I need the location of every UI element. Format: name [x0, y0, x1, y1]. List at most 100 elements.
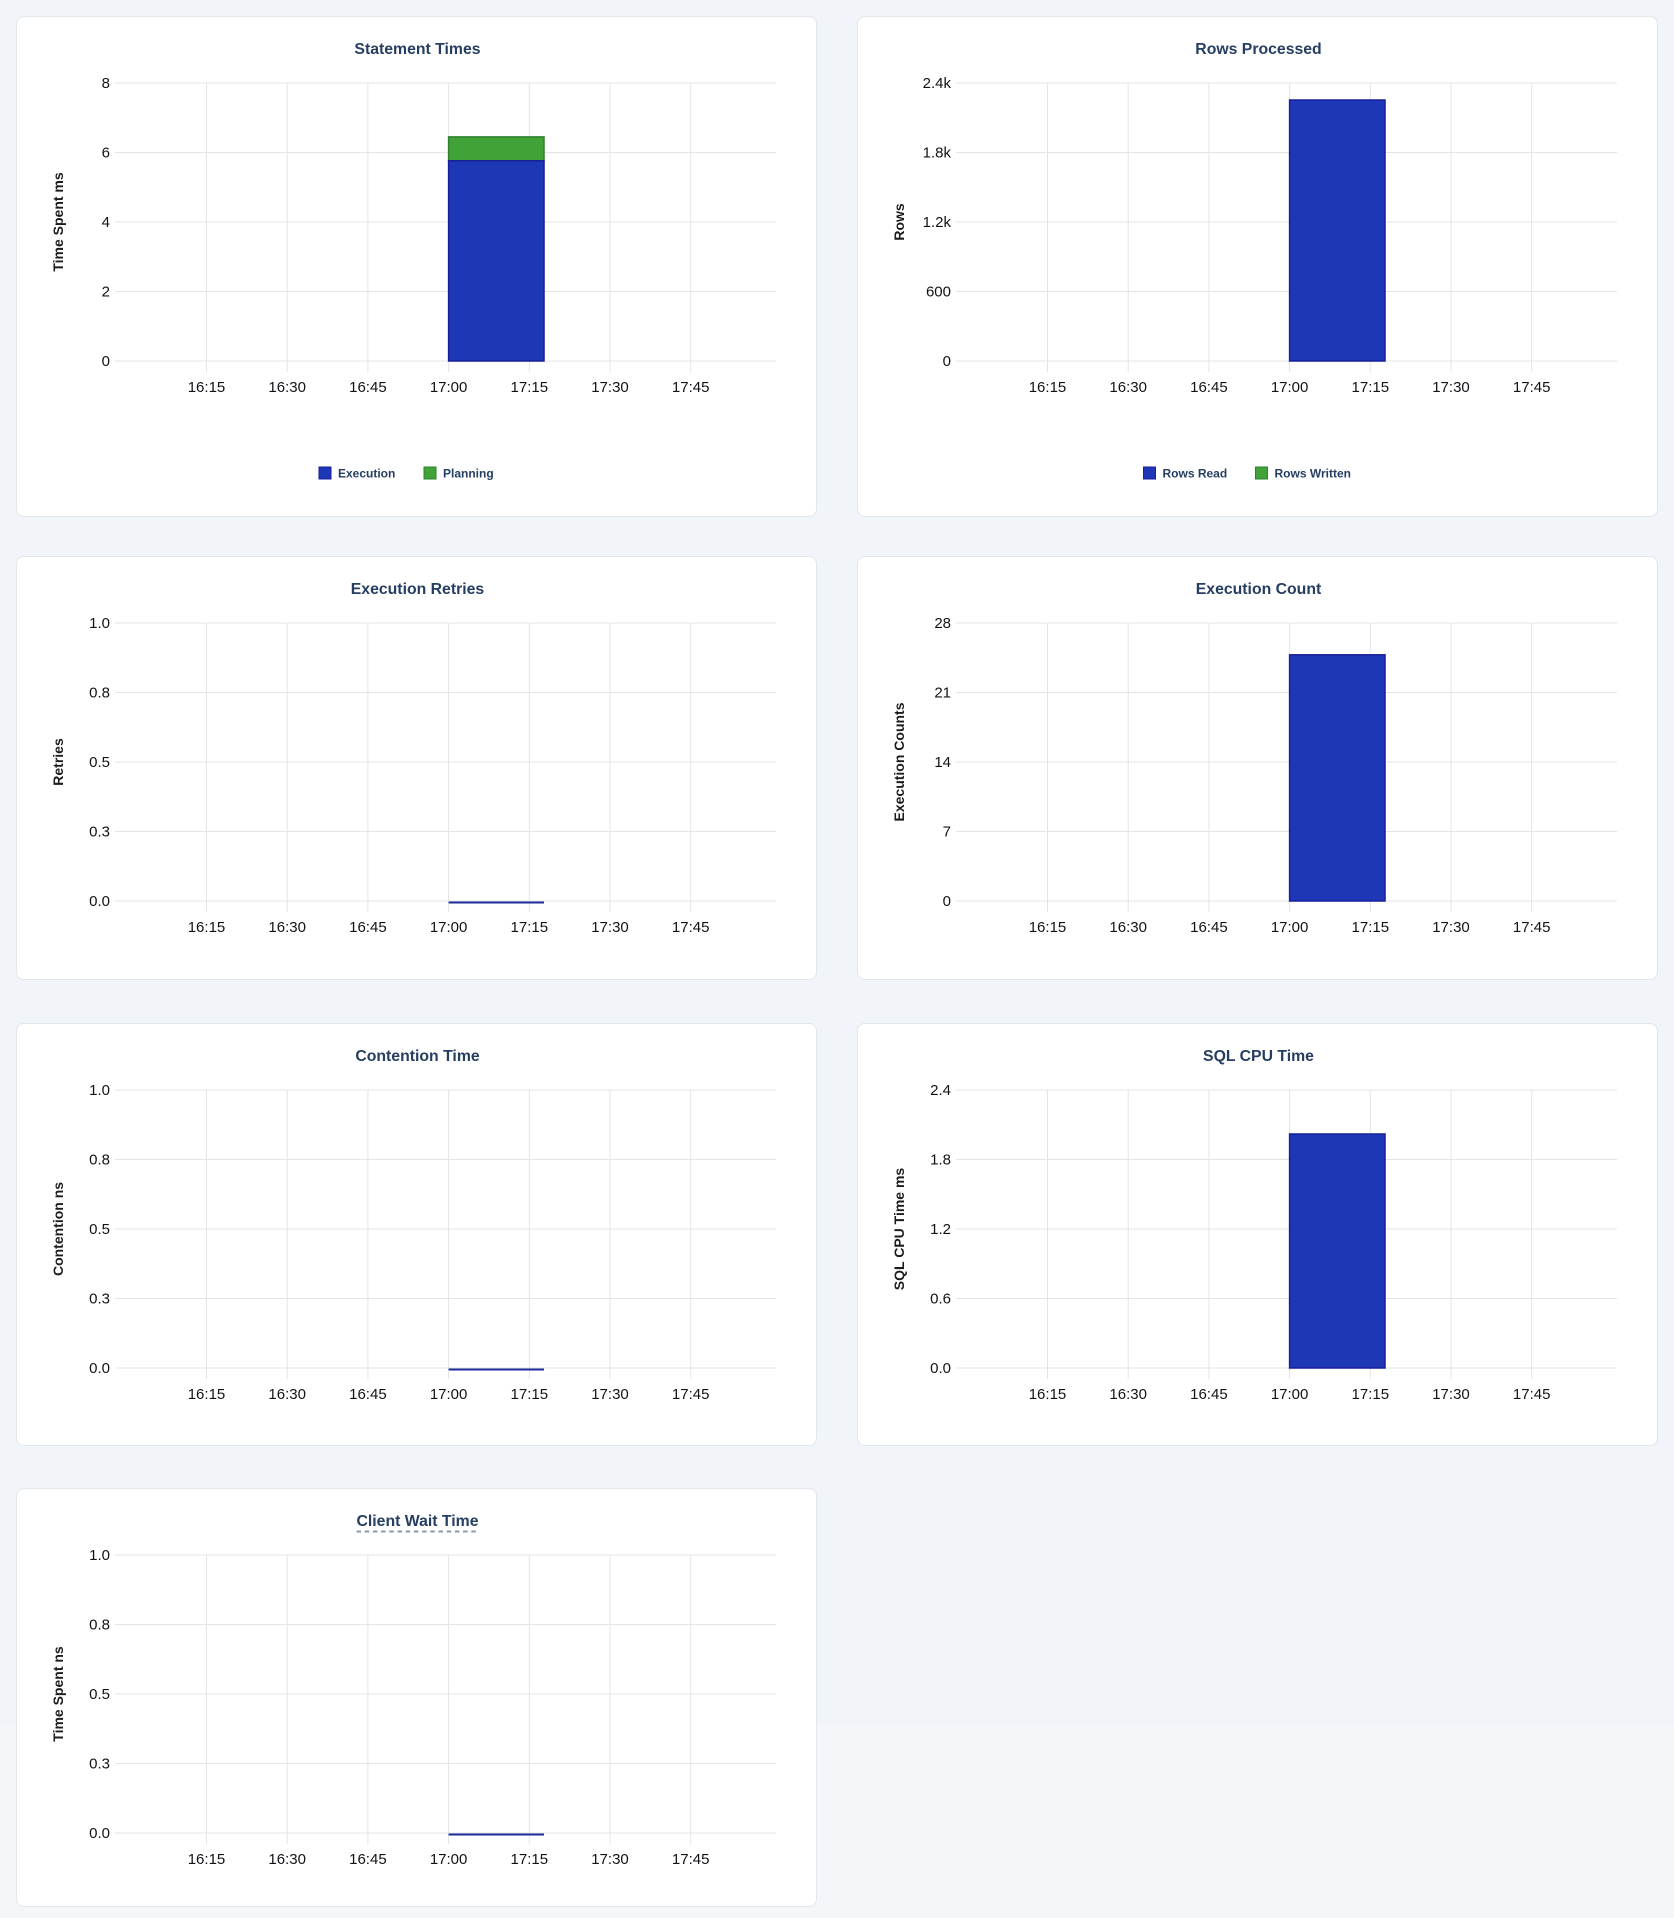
svg-text:1.0: 1.0 — [89, 615, 110, 632]
svg-text:1.2: 1.2 — [930, 1221, 951, 1238]
svg-text:17:15: 17:15 — [1352, 1386, 1390, 1403]
svg-text:16:30: 16:30 — [1109, 1386, 1147, 1403]
svg-text:17:30: 17:30 — [1432, 379, 1470, 396]
svg-text:0.6: 0.6 — [930, 1291, 951, 1308]
svg-text:17:45: 17:45 — [1513, 919, 1551, 936]
svg-text:SQL CPU Time: SQL CPU Time — [1203, 1048, 1314, 1065]
svg-text:1.8: 1.8 — [930, 1152, 951, 1169]
svg-text:16:15: 16:15 — [188, 1851, 226, 1868]
svg-text:Retries: Retries — [50, 738, 66, 786]
svg-text:1.0: 1.0 — [89, 1082, 110, 1099]
svg-text:1.2k: 1.2k — [923, 214, 952, 231]
svg-text:8: 8 — [102, 75, 110, 92]
svg-text:Execution: Execution — [338, 467, 395, 481]
svg-text:600: 600 — [926, 284, 951, 301]
svg-text:16:30: 16:30 — [268, 379, 306, 396]
svg-text:17:45: 17:45 — [672, 1386, 710, 1403]
svg-text:17:00: 17:00 — [430, 1851, 468, 1868]
svg-text:Rows Processed: Rows Processed — [1195, 41, 1321, 58]
svg-text:0.8: 0.8 — [89, 1152, 110, 1169]
svg-text:16:45: 16:45 — [1190, 919, 1228, 936]
svg-text:16:15: 16:15 — [188, 379, 226, 396]
svg-text:16:45: 16:45 — [349, 1386, 387, 1403]
svg-text:16:30: 16:30 — [268, 919, 306, 936]
svg-text:Rows: Rows — [891, 203, 907, 241]
svg-text:16:15: 16:15 — [188, 919, 226, 936]
svg-text:17:15: 17:15 — [1352, 919, 1390, 936]
svg-text:17:00: 17:00 — [1271, 379, 1309, 396]
svg-text:2: 2 — [102, 284, 110, 301]
svg-text:6: 6 — [102, 145, 110, 162]
svg-text:17:30: 17:30 — [591, 1851, 629, 1868]
svg-text:17:45: 17:45 — [672, 1851, 710, 1868]
svg-text:17:30: 17:30 — [591, 919, 629, 936]
svg-text:16:15: 16:15 — [1029, 1386, 1067, 1403]
svg-text:0.0: 0.0 — [930, 1360, 951, 1377]
svg-text:16:45: 16:45 — [349, 1851, 387, 1868]
svg-text:16:30: 16:30 — [268, 1386, 306, 1403]
svg-text:17:00: 17:00 — [430, 1386, 468, 1403]
svg-text:0: 0 — [943, 353, 951, 370]
svg-text:Time Spent ms: Time Spent ms — [50, 172, 66, 272]
svg-text:16:15: 16:15 — [1029, 919, 1067, 936]
svg-text:Execution Retries: Execution Retries — [351, 581, 485, 598]
svg-text:0.3: 0.3 — [89, 824, 110, 841]
svg-text:0.3: 0.3 — [89, 1291, 110, 1308]
svg-text:1.0: 1.0 — [89, 1547, 110, 1564]
svg-text:Rows Read: Rows Read — [1163, 467, 1228, 481]
svg-text:16:30: 16:30 — [1109, 919, 1147, 936]
svg-text:2.4: 2.4 — [930, 1082, 951, 1099]
svg-text:Client Wait Time: Client Wait Time — [356, 1513, 478, 1530]
svg-text:0.8: 0.8 — [89, 685, 110, 702]
svg-text:16:30: 16:30 — [268, 1851, 306, 1868]
svg-text:0.0: 0.0 — [89, 1825, 110, 1842]
svg-text:16:15: 16:15 — [1029, 379, 1067, 396]
svg-text:Time Spent ns: Time Spent ns — [50, 1646, 66, 1742]
svg-text:17:15: 17:15 — [511, 1851, 549, 1868]
svg-text:17:00: 17:00 — [430, 919, 468, 936]
svg-text:Execution Count: Execution Count — [1196, 581, 1322, 598]
svg-text:16:30: 16:30 — [1109, 379, 1147, 396]
svg-text:0.5: 0.5 — [89, 1686, 110, 1703]
svg-text:17:15: 17:15 — [511, 1386, 549, 1403]
svg-text:16:45: 16:45 — [349, 379, 387, 396]
svg-text:17:45: 17:45 — [672, 379, 710, 396]
svg-text:17:15: 17:15 — [1352, 379, 1390, 396]
svg-text:SQL CPU Time ms: SQL CPU Time ms — [891, 1168, 907, 1291]
svg-text:0: 0 — [102, 353, 110, 370]
svg-text:Statement Times: Statement Times — [354, 41, 480, 58]
svg-text:Execution Counts: Execution Counts — [891, 702, 907, 821]
svg-text:16:45: 16:45 — [1190, 1386, 1228, 1403]
svg-text:17:30: 17:30 — [1432, 919, 1470, 936]
svg-text:17:00: 17:00 — [1271, 1386, 1309, 1403]
svg-text:17:45: 17:45 — [1513, 379, 1551, 396]
svg-text:2.4k: 2.4k — [923, 75, 952, 92]
svg-text:17:30: 17:30 — [1432, 1386, 1470, 1403]
svg-text:17:30: 17:30 — [591, 379, 629, 396]
svg-text:21: 21 — [934, 685, 951, 702]
svg-text:Rows Written: Rows Written — [1275, 467, 1351, 481]
svg-text:Contention ns: Contention ns — [50, 1182, 66, 1276]
svg-text:0.0: 0.0 — [89, 893, 110, 910]
svg-text:17:45: 17:45 — [672, 919, 710, 936]
svg-text:7: 7 — [943, 824, 951, 841]
svg-text:4: 4 — [102, 214, 110, 231]
svg-text:17:15: 17:15 — [511, 379, 549, 396]
svg-text:0: 0 — [943, 893, 951, 910]
svg-text:17:45: 17:45 — [1513, 1386, 1551, 1403]
svg-text:16:45: 16:45 — [349, 919, 387, 936]
svg-text:28: 28 — [934, 615, 951, 632]
svg-text:Contention Time: Contention Time — [355, 1048, 480, 1065]
svg-text:17:00: 17:00 — [1271, 919, 1309, 936]
svg-text:17:30: 17:30 — [591, 1386, 629, 1403]
svg-text:16:45: 16:45 — [1190, 379, 1228, 396]
svg-text:0.3: 0.3 — [89, 1756, 110, 1773]
svg-text:16:15: 16:15 — [188, 1386, 226, 1403]
svg-text:Planning: Planning — [443, 467, 494, 481]
svg-text:1.8k: 1.8k — [923, 145, 952, 162]
svg-text:17:00: 17:00 — [430, 379, 468, 396]
svg-text:0.0: 0.0 — [89, 1360, 110, 1377]
svg-text:0.5: 0.5 — [89, 1221, 110, 1238]
svg-text:0.5: 0.5 — [89, 754, 110, 771]
svg-text:0.8: 0.8 — [89, 1617, 110, 1634]
